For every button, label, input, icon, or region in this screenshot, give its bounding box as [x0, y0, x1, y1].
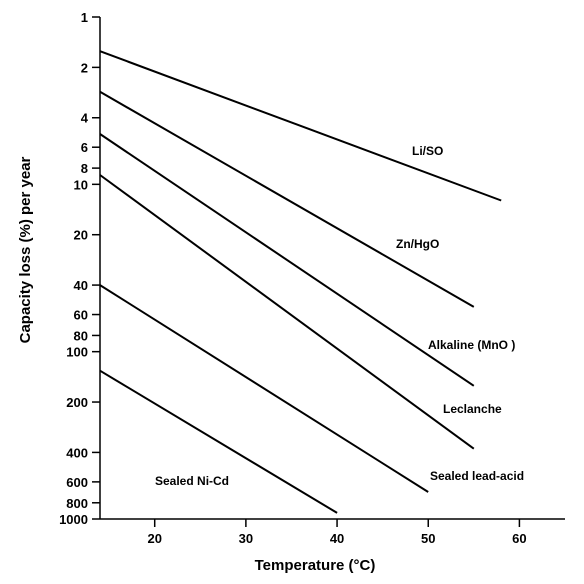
axes	[99, 17, 565, 520]
x-axis-ticks: 20 30 40 50 60	[147, 519, 527, 546]
y-tick-label: 8	[81, 161, 88, 176]
series-line-leclanche	[99, 174, 475, 450]
y-tick-label: 1	[81, 10, 88, 25]
x-tick-label: 40	[330, 531, 344, 546]
series-line-sealed-ni-cd	[99, 369, 338, 514]
series-line-zn-hgo	[99, 90, 475, 308]
series-line-sealed-lead-acid	[99, 284, 429, 493]
x-tick-label: 60	[512, 531, 526, 546]
sealed-lead-acid-label: Sealed lead-acid	[430, 469, 524, 483]
series-lines	[99, 50, 502, 514]
y-tick-label: 800	[66, 496, 88, 511]
y-tick-label: 10	[74, 177, 88, 192]
y-tick-label: 100	[66, 345, 88, 360]
x-axis-label: Temperature (°C)	[255, 557, 376, 574]
y-tick-label: 200	[66, 395, 88, 410]
series-labels: Li/SO Zn/HgO Alkaline (MnO ) Leclanche Seale…	[155, 144, 524, 488]
y-tick-label: 40	[74, 278, 88, 293]
li-so-label: Li/SO	[412, 144, 443, 158]
series-line-li-so	[99, 50, 502, 202]
y-tick-label: 400	[66, 445, 88, 460]
y-axis-label: Capacity loss (%) per year	[17, 156, 34, 343]
series-line-alkaline	[99, 133, 475, 387]
x-tick-label: 50	[421, 531, 435, 546]
y-tick-label: 20	[74, 228, 88, 243]
leclanche-label: Leclanche	[443, 402, 502, 416]
x-tick-label: 30	[239, 531, 253, 546]
y-tick-label: 600	[66, 475, 88, 490]
alkaline-label: Alkaline (MnO )	[428, 338, 515, 352]
y-tick-label: 1000	[59, 512, 88, 527]
y-tick-label: 4	[81, 111, 89, 126]
y-tick-label: 6	[81, 140, 88, 155]
sealed-ni-cd-label: Sealed Ni-Cd	[155, 474, 229, 488]
y-tick-label: 2	[81, 60, 88, 75]
x-tick-label: 20	[147, 531, 161, 546]
y-tick-label: 80	[74, 328, 88, 343]
y-tick-label: 60	[74, 308, 88, 323]
zn-hgo-label: Zn/HgO	[396, 237, 439, 251]
